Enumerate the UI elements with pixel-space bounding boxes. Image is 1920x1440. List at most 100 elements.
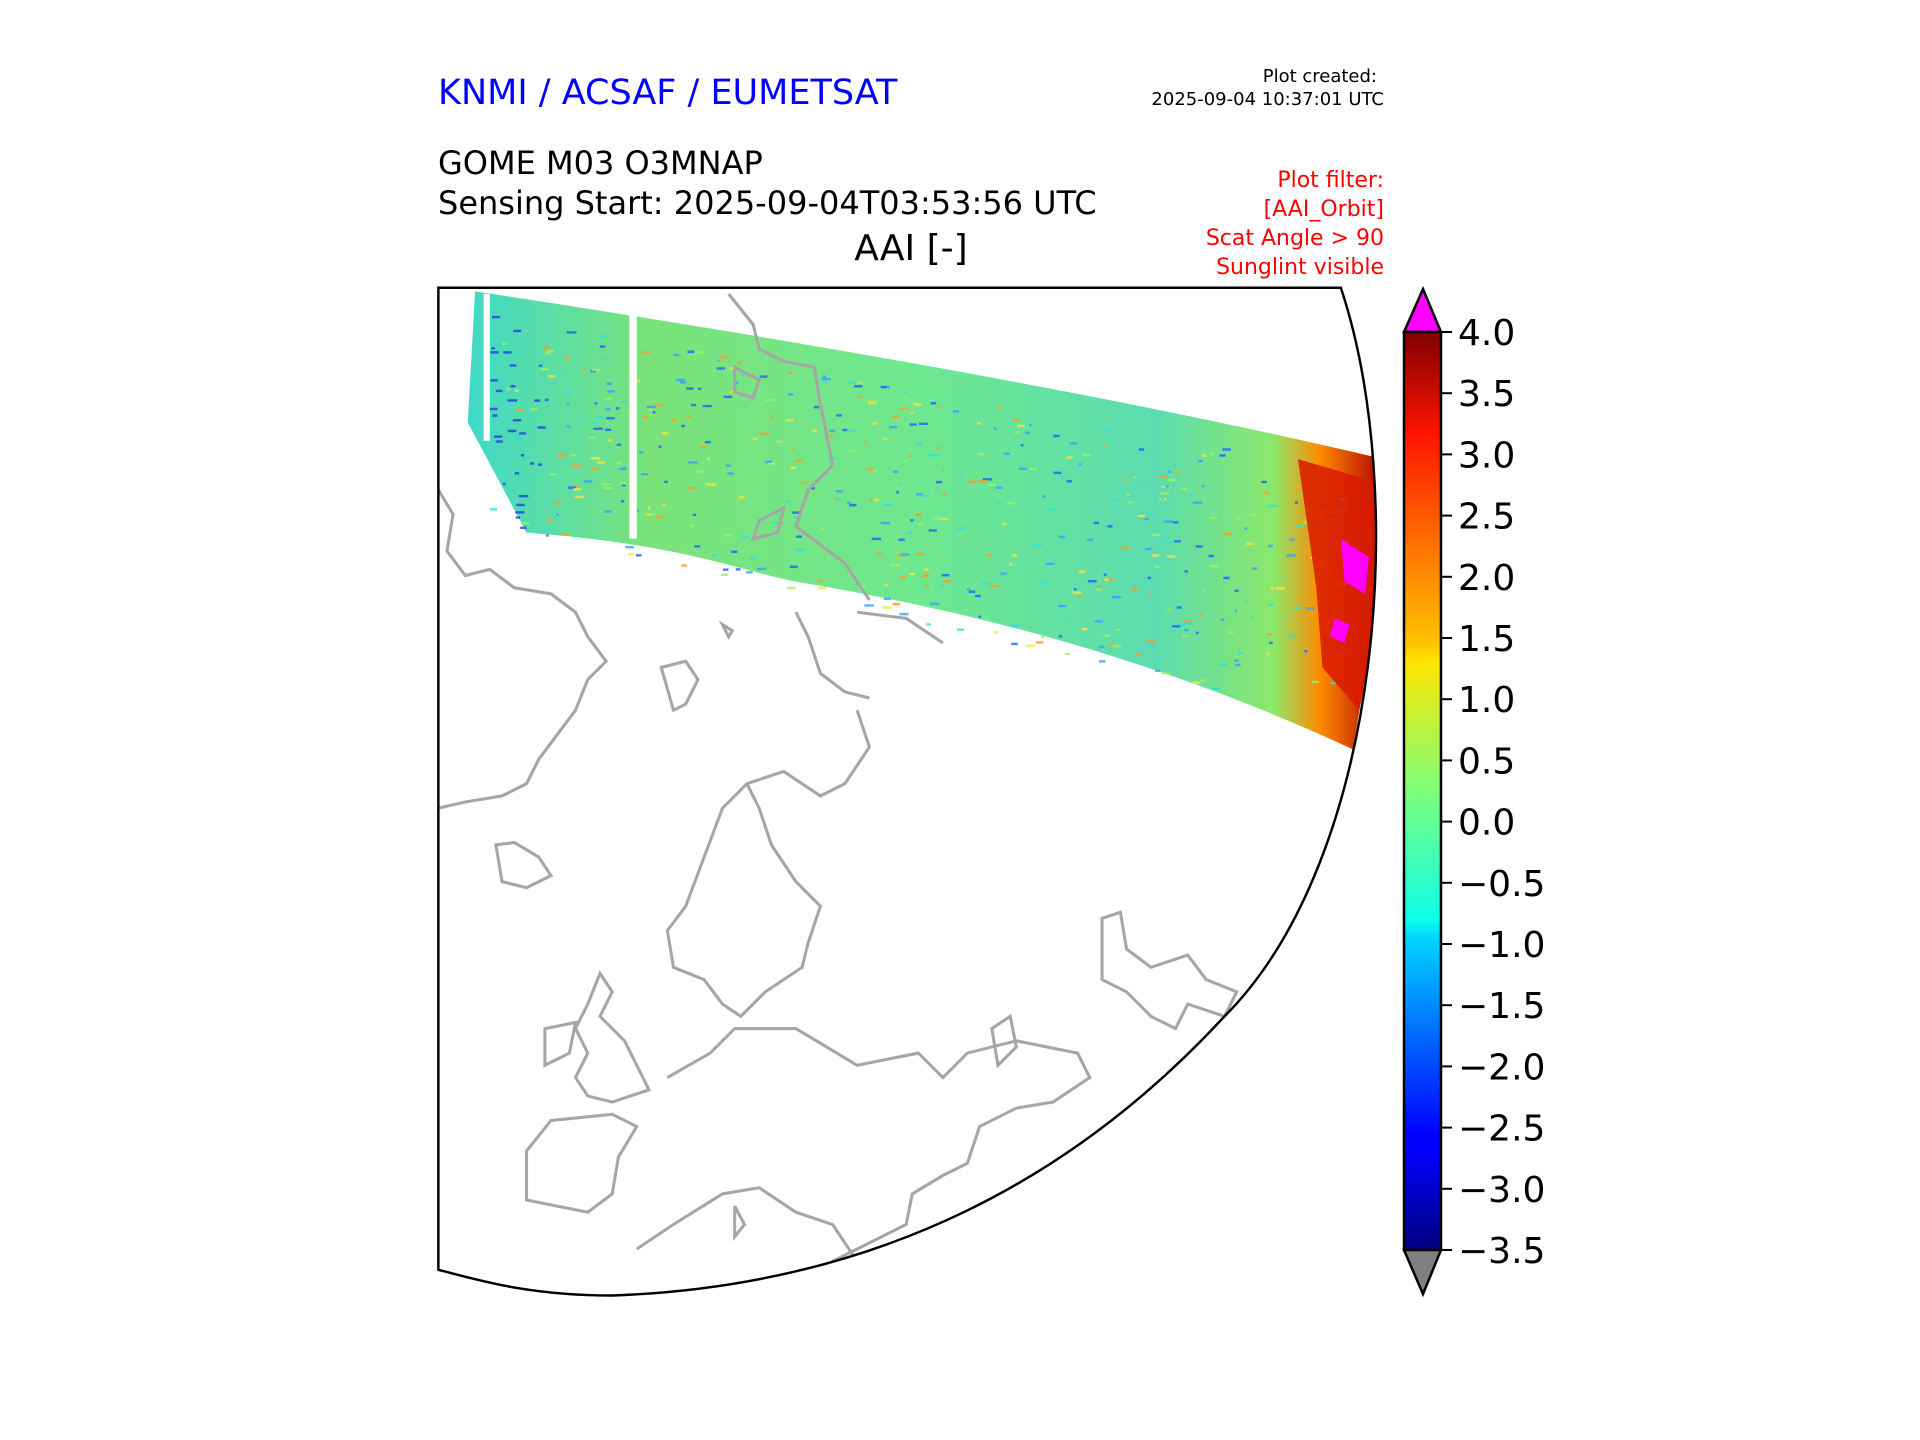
swath-pixel	[600, 356, 605, 359]
swath-pixel	[1141, 483, 1147, 486]
swath-pixel	[573, 485, 579, 488]
swath-pixel	[1104, 578, 1109, 581]
swath-pixel	[1048, 508, 1057, 511]
swath-pixel	[1144, 517, 1149, 521]
swath-pixel	[706, 483, 716, 486]
swath-pixel	[849, 449, 857, 453]
swath-pixel	[1099, 660, 1106, 663]
swath-pixel	[545, 519, 553, 522]
swath-pixel	[538, 463, 542, 466]
swath-pixel	[1304, 650, 1308, 653]
plot-created-value: 2025-09-04 10:37:01 UTC	[1151, 89, 1384, 110]
swath-pixel	[821, 377, 831, 381]
swath-pixel	[1234, 609, 1237, 613]
swath-pixel	[880, 521, 891, 525]
swath-pixel	[910, 411, 914, 415]
swath-pixel	[923, 568, 929, 571]
swath-pixel	[590, 457, 600, 460]
swath-pixel	[1060, 476, 1065, 479]
swath-pixel	[915, 493, 923, 496]
colorbar-over-extension	[1402, 285, 1443, 334]
swath-pixel	[1003, 452, 1010, 455]
swath-pixel	[681, 424, 686, 428]
swath-pixel	[1053, 471, 1062, 475]
swath-pixel	[1166, 555, 1176, 558]
swath-pixel	[958, 475, 963, 479]
swath-pixel	[700, 445, 707, 448]
swath-pixel	[907, 531, 913, 535]
swath-pixel	[847, 501, 852, 505]
swath-pixel	[727, 472, 735, 475]
swath-pixel	[681, 564, 688, 567]
chart-title: AAI [-]	[854, 228, 967, 269]
swath-pixel	[968, 590, 976, 593]
swath-pixel	[1087, 580, 1097, 583]
swath-pixel	[935, 480, 943, 484]
swath-pixel	[883, 437, 888, 441]
swath-pixel	[540, 367, 549, 371]
swath-pixel	[652, 411, 656, 414]
swath-pixel	[1121, 546, 1131, 550]
swath-pixel	[1172, 625, 1181, 628]
swath-pixel	[489, 508, 498, 511]
swath-pixel	[1222, 448, 1231, 451]
swath-pixel	[583, 480, 593, 483]
swath-pixel	[917, 523, 924, 526]
swath-pixel	[1222, 532, 1233, 536]
swath-pixel	[1087, 538, 1094, 542]
swath-pixel	[1074, 588, 1077, 591]
swath-pixel	[785, 419, 794, 422]
swath-pixel	[835, 498, 842, 501]
swath-pixel	[671, 418, 677, 422]
swath-pixel	[1029, 467, 1038, 471]
swath-pixel	[1126, 493, 1131, 496]
swath-pixel	[1330, 681, 1337, 685]
swath-pixel	[621, 400, 627, 404]
swath-pixel	[532, 452, 538, 456]
swath-pixel	[571, 454, 576, 457]
swath-pixel	[1182, 634, 1189, 638]
swath-pixel	[615, 461, 622, 465]
swath-pixel	[690, 524, 694, 527]
swath-pixel	[491, 347, 495, 350]
swath-pixel	[737, 361, 742, 365]
swath-pixel	[1115, 454, 1125, 457]
swath-pixel	[604, 510, 612, 513]
swath-pixel	[822, 375, 827, 379]
swath-pixel	[1175, 471, 1179, 474]
swath-pixel	[1174, 540, 1181, 543]
swath-pixel	[1289, 538, 1295, 541]
swath-pixel	[1172, 521, 1179, 524]
plot-created-label: Plot created:	[1263, 66, 1377, 87]
plot-filter-line: Sunglint visible	[1216, 255, 1384, 280]
coastlines	[438, 292, 1239, 1263]
swath-pixel	[903, 459, 908, 463]
swath-pixel	[1000, 572, 1007, 575]
swath-pixel	[598, 334, 608, 338]
swath-pixel	[1155, 669, 1160, 672]
swath-pixel	[515, 516, 521, 519]
swath-pixel	[1013, 419, 1021, 422]
swath-pixel	[1244, 600, 1249, 604]
swath-pixel	[1211, 687, 1220, 691]
swath-pixel	[1184, 570, 1189, 573]
swath-pixel	[936, 446, 940, 450]
swath-pixel	[574, 495, 584, 499]
swath-pixel	[982, 478, 993, 481]
swath-pixel	[892, 602, 901, 606]
colorbar-tick-label: −2.0	[1458, 1047, 1545, 1088]
swath-pixel	[1029, 423, 1032, 427]
swath-pixel	[793, 516, 801, 520]
swath-pixel	[502, 482, 506, 486]
swath-pixel	[620, 482, 627, 485]
swath-pixel	[515, 408, 524, 412]
swath-pixel	[1145, 547, 1152, 551]
swath-pixel	[1109, 578, 1115, 581]
swath-pixel	[1020, 444, 1024, 447]
swath-pixel	[966, 588, 971, 591]
swath-pixel	[1160, 492, 1170, 495]
swath-pixel	[640, 472, 649, 476]
swath-pixel	[891, 415, 901, 418]
plot-filter-line: [AAI_Orbit]	[1264, 197, 1384, 222]
